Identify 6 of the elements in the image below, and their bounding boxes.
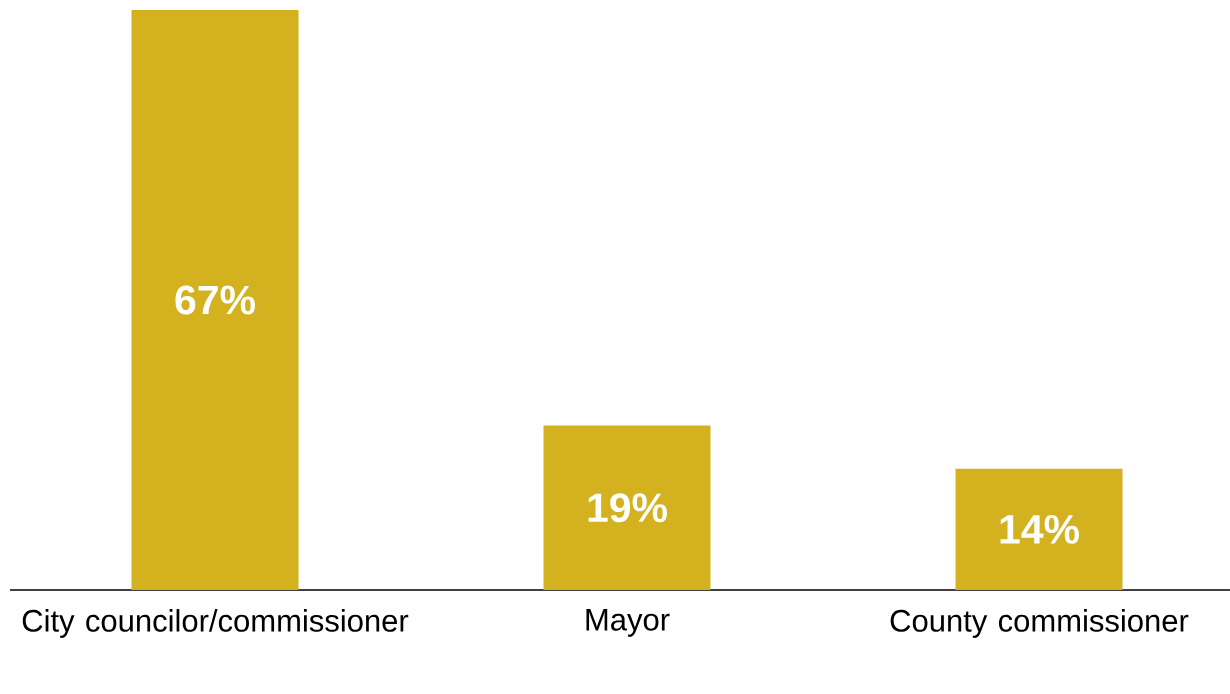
data-label: 14% xyxy=(1000,514,1079,544)
x-tick-label: County commissioner xyxy=(890,609,1189,638)
x-tick-label: Mayor xyxy=(586,609,670,637)
x-tick-label: City councilor/commissioner xyxy=(22,609,409,638)
data-label: 67% xyxy=(175,285,255,315)
data-label: 19% xyxy=(588,493,667,523)
